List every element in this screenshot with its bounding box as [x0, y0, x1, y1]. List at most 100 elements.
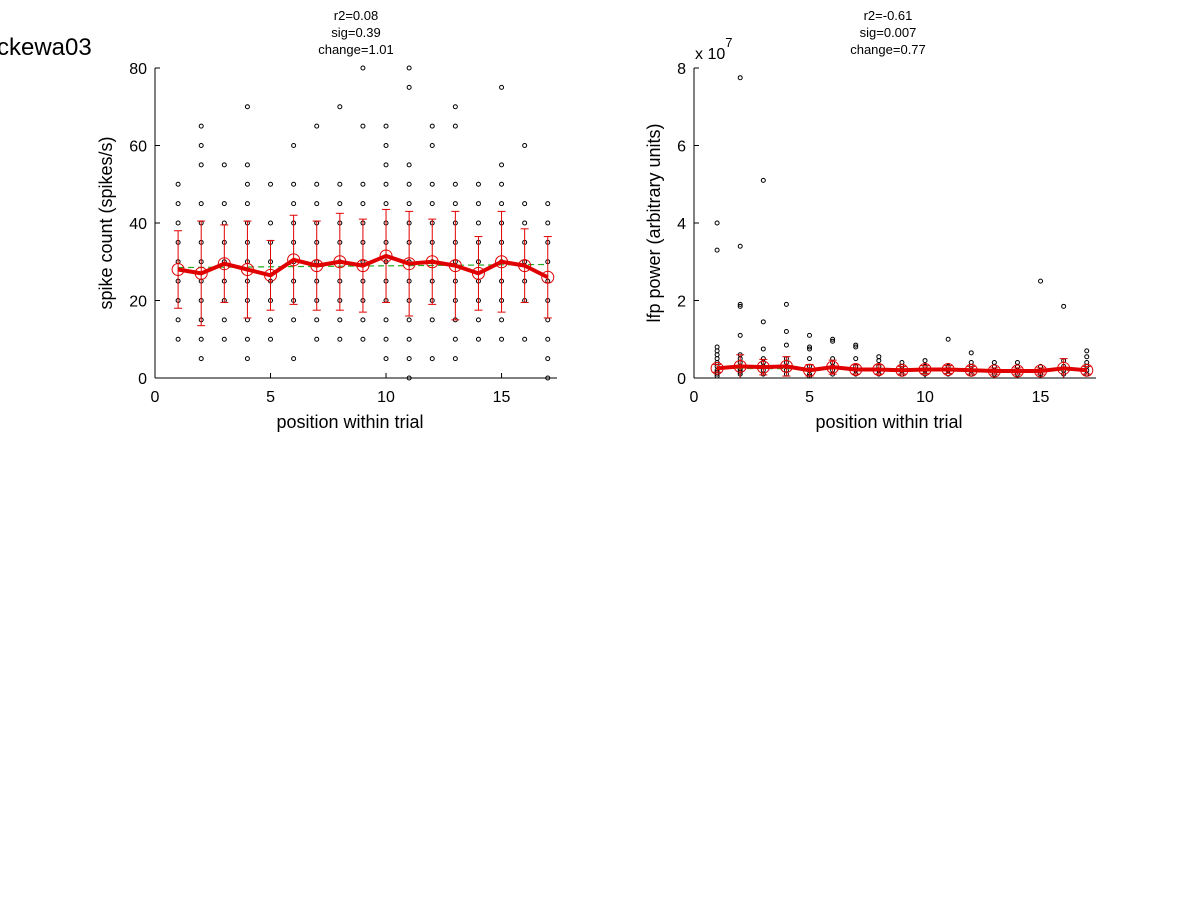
data-point	[1014, 360, 1020, 365]
data-point	[783, 342, 789, 348]
data-point	[383, 123, 389, 129]
data-point	[807, 332, 813, 338]
data-point	[475, 336, 481, 342]
data-point	[922, 358, 928, 364]
data-point	[452, 356, 458, 362]
data-point	[360, 317, 366, 323]
mean-marker	[779, 359, 793, 373]
data-point	[406, 181, 412, 187]
data-point	[1084, 354, 1090, 360]
x-tick-label: 10	[377, 389, 395, 406]
data-point	[429, 201, 435, 207]
mean-marker	[1034, 364, 1048, 378]
data-point	[406, 317, 412, 323]
data-point	[406, 336, 412, 342]
y-tick-label: 20	[129, 294, 147, 311]
data-point	[737, 75, 743, 81]
x-tick-label: 15	[493, 389, 511, 406]
data-point	[221, 220, 227, 226]
mean-line	[716, 364, 1087, 374]
data-point	[221, 317, 227, 323]
data-point	[760, 319, 766, 325]
mean-marker	[803, 363, 817, 377]
data-point	[968, 350, 974, 356]
data-point	[499, 336, 505, 342]
data-point	[383, 336, 389, 342]
spike-count-panel: 0 20 40 60 80 0 5 10 15 position within trial s…	[96, 8, 557, 432]
exponent-base: x 10	[695, 46, 725, 63]
mean-marker	[448, 259, 462, 273]
data-point	[499, 162, 505, 168]
data-point	[360, 181, 366, 187]
data-point	[545, 356, 551, 362]
data-point	[714, 220, 720, 226]
exponent-power: 7	[725, 35, 732, 50]
mean-marker	[518, 259, 532, 273]
data-point	[383, 143, 389, 148]
y-axis-label: lfp power (arbitrary units)	[644, 123, 664, 322]
data-point	[429, 181, 435, 187]
mean-marker	[733, 359, 747, 373]
mean-marker	[264, 268, 278, 282]
data-point	[475, 317, 481, 323]
data-point	[853, 356, 859, 362]
mean-series	[171, 208, 555, 327]
data-point	[452, 336, 458, 342]
data-point	[853, 342, 859, 348]
mean-marker	[356, 259, 370, 273]
mean-marker	[217, 257, 231, 271]
mean-marker	[194, 266, 208, 280]
data-point	[522, 220, 528, 226]
data-point	[522, 201, 528, 207]
y-tick-label: 2	[677, 294, 686, 311]
data-point	[314, 336, 320, 342]
mean-marker	[1057, 361, 1071, 375]
data-point	[475, 181, 481, 187]
data-point	[1038, 278, 1044, 284]
data-point	[198, 162, 204, 168]
x-tick-label: 0	[690, 389, 699, 406]
data-point	[714, 344, 720, 350]
data-point	[383, 201, 389, 207]
data-point	[714, 247, 720, 253]
x-axis-label: position within trial	[276, 412, 423, 432]
data-point	[1084, 348, 1090, 354]
data-point	[545, 201, 551, 207]
mean-marker	[287, 253, 301, 267]
data-point	[807, 356, 813, 362]
data-point	[853, 344, 859, 350]
mean-marker	[379, 249, 393, 263]
mean-line	[177, 253, 549, 280]
data-point	[545, 336, 551, 342]
y-tick-label: 60	[129, 139, 147, 156]
data-point	[221, 201, 227, 207]
x-tick-label: 5	[805, 389, 814, 406]
figure-title: ckewa03	[0, 34, 92, 61]
y-tick-label: 80	[129, 61, 147, 78]
data-point	[291, 317, 297, 323]
data-point	[429, 317, 435, 323]
mean-marker	[425, 255, 439, 269]
data-point	[499, 181, 505, 187]
data-point	[452, 201, 458, 207]
data-point	[383, 356, 389, 362]
data-point	[314, 317, 320, 323]
data-point	[244, 336, 250, 342]
data-point	[198, 201, 204, 207]
data-point	[760, 177, 766, 183]
x-axis-ticks: 0 5 10 15	[690, 373, 1050, 406]
data-point	[291, 143, 297, 148]
y-tick-label: 8	[677, 61, 686, 78]
mean-marker	[826, 360, 840, 374]
data-point	[337, 104, 343, 110]
stat-sig: sig=0.39	[331, 25, 381, 40]
mean-marker	[471, 266, 485, 280]
y-tick-label: 6	[677, 139, 686, 156]
stat-change: change=0.77	[850, 42, 926, 57]
data-point	[406, 162, 412, 168]
data-point	[244, 201, 250, 207]
data-point	[429, 123, 435, 129]
data-point	[737, 301, 743, 307]
x-tick-label: 15	[1032, 389, 1050, 406]
